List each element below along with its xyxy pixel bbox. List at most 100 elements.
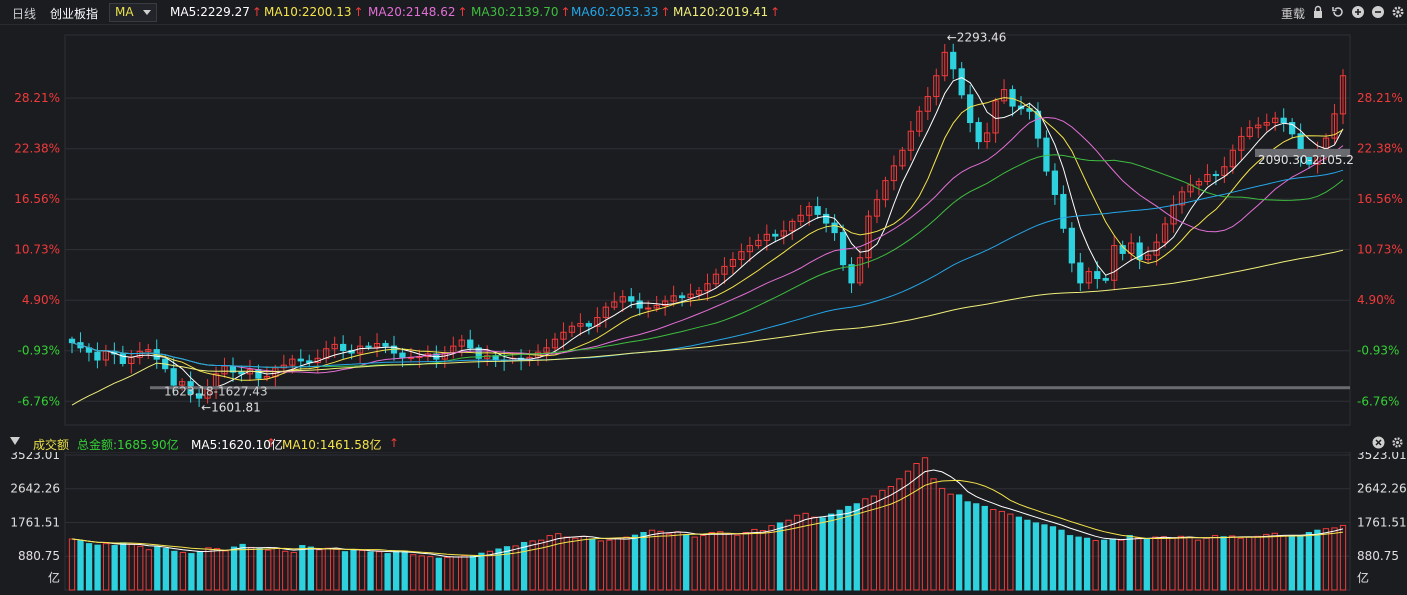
volume-bar-down [503, 546, 511, 591]
volume-bar-up [1331, 527, 1338, 591]
candle-up [1144, 254, 1152, 260]
candle-up [721, 265, 728, 275]
volume-name: 成交额 [33, 438, 70, 452]
up-arrow: ↑ [660, 5, 671, 19]
volume-bar-up [452, 556, 460, 591]
volume-bar-down [256, 548, 263, 591]
volume-bar-down [819, 517, 826, 591]
candle-up [1178, 191, 1186, 206]
y-unit-right: 亿 [1357, 570, 1369, 585]
back-icon[interactable] [1331, 5, 1345, 19]
y-tick-label-right: -0.93% [1357, 344, 1399, 358]
volume-bar-up [734, 534, 741, 591]
candle-up [458, 339, 465, 347]
candle-down [848, 264, 855, 284]
volume-bar-up [563, 536, 570, 591]
volume-bar-up [324, 547, 332, 591]
zoom-in-icon[interactable] [1351, 5, 1365, 19]
volume-bar-up [623, 536, 630, 591]
candle-down [950, 51, 957, 70]
volume-bar-up [145, 549, 152, 591]
volume-bar-up [247, 546, 255, 591]
candle-down [94, 351, 101, 361]
candle-up [729, 258, 737, 267]
candle-down [1068, 227, 1075, 264]
candle-up [1161, 223, 1169, 243]
candle-up [983, 132, 991, 143]
ma-legend-item: MA20:2148.62 ↑ [368, 5, 468, 19]
price-y-axis: 28.21% 28.21% 22.38% 22.38% 16.56% 16.56% 10.7… [14, 91, 1403, 408]
candle-down [772, 233, 779, 237]
settings-icon[interactable] [1391, 436, 1404, 449]
y-tick-label-left: 2642.26 [10, 482, 60, 496]
candle-up [899, 149, 906, 167]
lock-icon[interactable] [1311, 5, 1325, 19]
volume-total: 总金额:1685.90亿 [77, 438, 179, 452]
volume-bar-up [862, 498, 869, 591]
volume-bar-up [68, 538, 76, 591]
volume-chart[interactable]: 3523.01 3523.01 2642.26 2642.26 1761.51 1761.… [0, 452, 1407, 595]
volume-bar-up [1177, 535, 1185, 591]
volume-bar-down [1066, 535, 1074, 591]
volume-bar-up [717, 531, 724, 591]
candle-up [890, 165, 898, 182]
volume-bar-down [520, 541, 528, 591]
volume-bar-up [802, 512, 809, 591]
volume-bar-up [1280, 535, 1287, 591]
chart-toolbar: 日线 创业板指 MA MA5:2229.27 ↑ MA10:2200.13 ↑ MA20… [0, 0, 1407, 25]
volume-bar-down [188, 553, 195, 591]
candle-up [179, 381, 186, 386]
volume-bar-up [930, 478, 937, 591]
volume-y-axis: 3523.01 3523.01 2642.26 2642.26 1761.51 1761.… [10, 452, 1406, 585]
candle-up [653, 304, 660, 309]
reload-button[interactable]: 重载 [1281, 7, 1306, 21]
candle-up [1229, 149, 1236, 168]
candle-down [195, 393, 203, 399]
volume-bar-up [1186, 536, 1193, 591]
candle-up [619, 296, 626, 303]
y-tick-label-left: -0.93% [18, 344, 60, 358]
volume-bar-up [546, 535, 553, 591]
y-tick-label-left: 22.38% [14, 142, 60, 156]
y-tick-label-left: 880.75 [18, 549, 60, 563]
zoom-out-icon[interactable] [1371, 5, 1385, 19]
candle-down [831, 222, 838, 234]
close-icon[interactable] [1372, 436, 1385, 449]
candle-down [1102, 278, 1109, 281]
price-chart[interactable]: 28.21% 28.21% 22.38% 22.38% 16.56% 16.56% 10.7… [0, 25, 1407, 433]
candle-down [68, 338, 76, 344]
volume-bar-down [1305, 532, 1313, 591]
volume-bar-down [1109, 538, 1116, 591]
resistance-band [1255, 149, 1350, 157]
volume-bar-up [1228, 535, 1236, 591]
candle-down [1094, 271, 1101, 280]
indicator-dropdown[interactable]: MA [109, 3, 157, 22]
volume-bar-down [154, 546, 161, 591]
candle-up [551, 338, 559, 349]
volume-bar-down [111, 545, 118, 591]
volume-bar-up [572, 537, 579, 591]
period-label[interactable]: 日线 [12, 7, 37, 21]
moving-average-lines [71, 77, 1344, 406]
settings-icon[interactable] [1391, 5, 1405, 19]
candle-up [577, 323, 584, 327]
candle-up [1238, 135, 1245, 151]
volume-bar-down [1058, 529, 1065, 591]
collapse-triangle-icon[interactable] [10, 437, 20, 446]
volume-bar-down [1015, 516, 1022, 591]
volume-bar-up [708, 532, 715, 591]
candle-up [797, 214, 804, 222]
candle-up [1263, 122, 1270, 126]
ma-legend-item: MA10:2200.13 ↑ [264, 5, 364, 19]
candle-up [136, 350, 143, 358]
candle-up [263, 375, 271, 379]
volume-bar-down [1220, 536, 1227, 591]
candle-up [670, 295, 677, 302]
volume-bar-up [1169, 537, 1176, 591]
volume-header: 成交额 总金额:1685.90亿 MA5:1620.10亿 MA10:1461.… [0, 433, 1407, 452]
volume-ma10-line [71, 479, 1344, 557]
candle-down [1060, 193, 1067, 229]
candle-up [933, 75, 940, 98]
up-arrow: ↑ [389, 436, 400, 450]
candle-down [1043, 137, 1050, 172]
